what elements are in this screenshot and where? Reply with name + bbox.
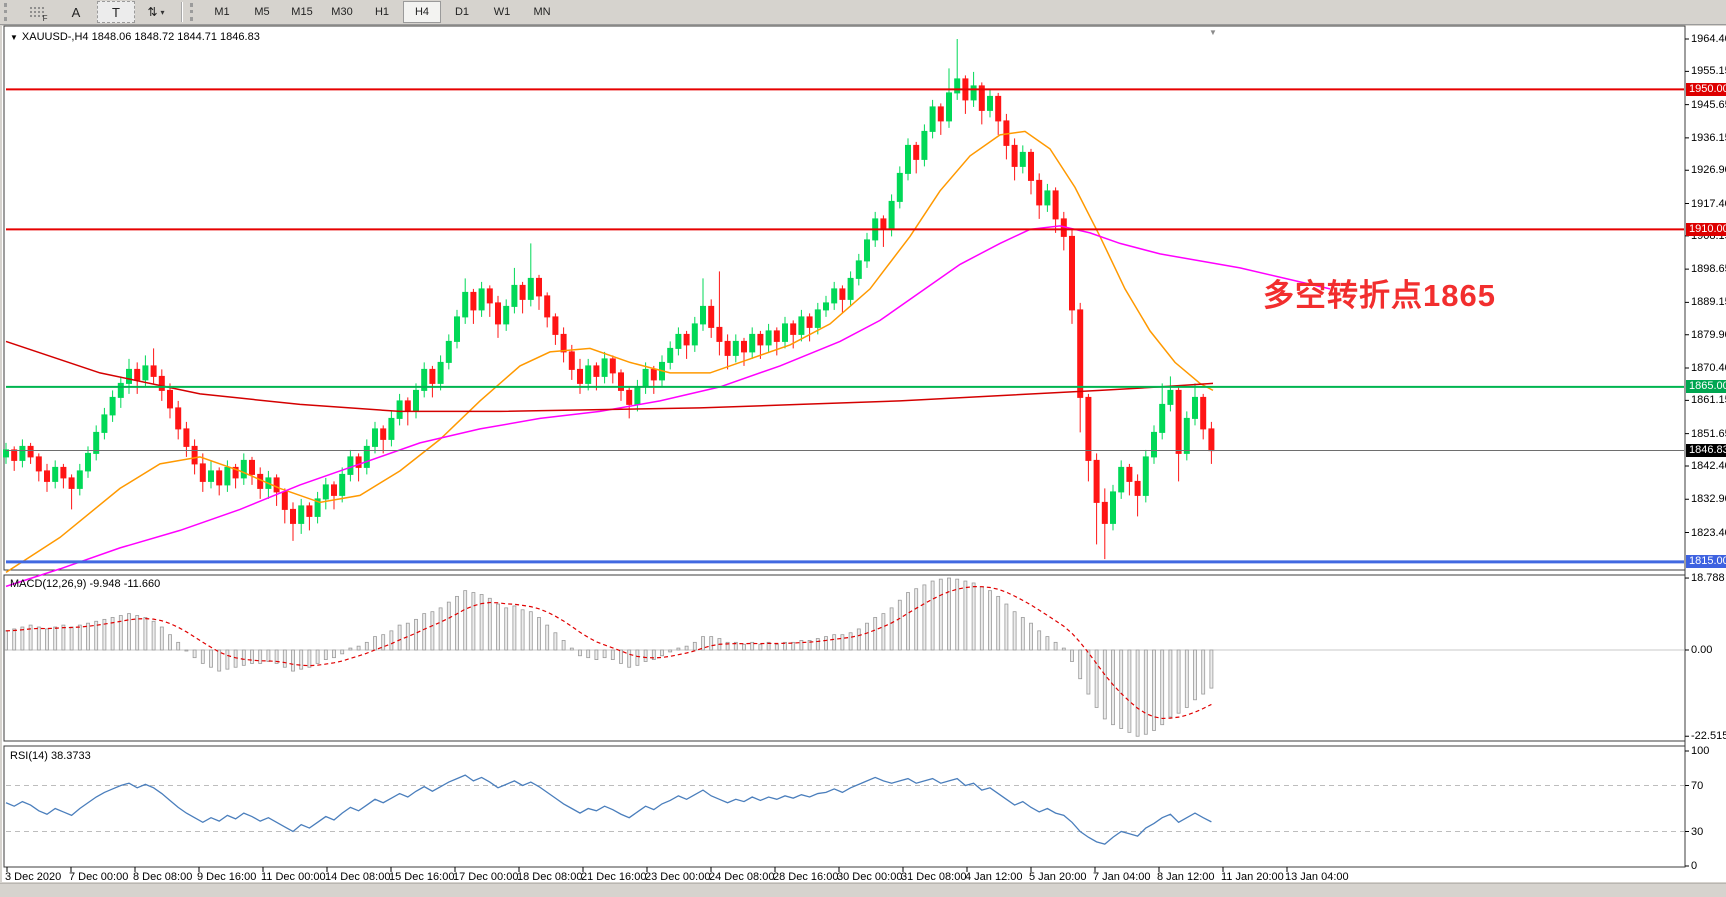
text-tool-button[interactable]: T [97, 1, 135, 23]
macd-pane [4, 577, 1684, 737]
fibonacci-icon: F [28, 5, 48, 23]
text-label-tool-button[interactable]: A [71, 4, 81, 20]
timeframe-button-group: M1 M5 M15 M30 H1 H4 D1 W1 MN [203, 1, 561, 23]
level-lines [6, 88, 1684, 564]
arrows-icon: ⇅ [147, 5, 158, 19]
timeframe-button-D1[interactable]: D1 [454, 6, 470, 18]
timeframe-button-M30[interactable]: M30 [331, 6, 353, 18]
toolbar-grip[interactable] [4, 3, 11, 21]
fibonacci-icon-letter: F [42, 13, 48, 23]
candles-layer [3, 39, 1215, 560]
chart-background [2, 26, 1726, 882]
window-bottom-strip [0, 883, 1726, 897]
timeframe-button-M1[interactable]: M1 [214, 6, 230, 18]
rsi-pane [5, 774, 1684, 845]
timeframe-button-W1[interactable]: W1 [493, 6, 511, 18]
ma-orange [5, 130, 1214, 574]
timeframe-group-grip[interactable] [190, 3, 197, 21]
pane-borders [3, 25, 1686, 868]
arrows-dropdown-caret[interactable]: ▾ [160, 7, 165, 17]
ma-red [5, 340, 1214, 413]
timeframe-button-M5[interactable]: M5 [254, 6, 270, 18]
ma-magenta [5, 225, 1331, 588]
timeframe-button-H1[interactable]: H1 [374, 6, 390, 18]
timeframe-button-M15[interactable]: M15 [291, 6, 313, 18]
moving-averages [5, 130, 1331, 588]
toolbar-separator [181, 2, 182, 22]
axis-ticks [6, 38, 1689, 872]
timeframe-button-MN[interactable]: MN [533, 6, 551, 18]
fibonacci-tool-button[interactable]: F [17, 1, 55, 23]
timeframe-button-H4[interactable]: H4 [403, 1, 441, 23]
toolbar: F A T ⇅ ▾ M1 M5 M15 M30 H1 H4 D1 W1 MN [0, 0, 1726, 25]
arrows-tool-button[interactable]: ⇅ ▾ [137, 1, 175, 23]
